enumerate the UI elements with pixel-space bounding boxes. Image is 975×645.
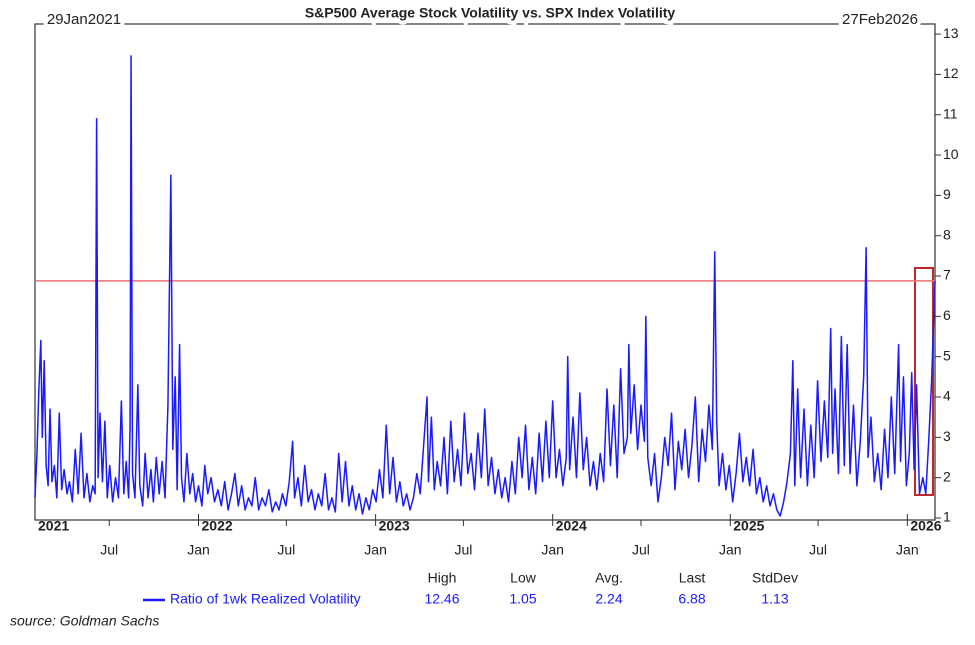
year-label: 2025 xyxy=(733,518,764,534)
y-tick-label: 5 xyxy=(943,347,951,363)
x-tick-label: Jul xyxy=(100,542,118,558)
stat-header: Last xyxy=(679,570,706,586)
y-tick-label: 8 xyxy=(943,226,951,242)
y-tick-label: 3 xyxy=(943,428,951,444)
y-tick-label: 4 xyxy=(943,388,951,404)
x-tick-label: Jan xyxy=(364,542,387,558)
stat-header: Avg. xyxy=(595,570,623,586)
x-tick-label: Jul xyxy=(277,542,295,558)
stat-value: 12.46 xyxy=(424,591,459,607)
stat-header: StdDev xyxy=(752,570,798,586)
x-tick-label: Jul xyxy=(454,542,472,558)
legend-label: Ratio of 1wk Realized Volatility xyxy=(170,591,361,607)
y-tick-label: 1 xyxy=(943,509,951,525)
y-tick-label: 11 xyxy=(943,105,958,121)
stat-header: High xyxy=(428,570,457,586)
y-tick-label: 7 xyxy=(943,267,951,283)
year-label: 2023 xyxy=(379,518,410,534)
year-label: 2024 xyxy=(556,518,587,534)
source-note: source: Goldman Sachs xyxy=(10,613,159,629)
x-tick-label: Jan xyxy=(187,542,210,558)
y-tick-label: 13 xyxy=(943,25,959,41)
x-tick-label: Jan xyxy=(541,542,564,558)
stat-header: Low xyxy=(510,570,537,586)
year-label: 2026 xyxy=(910,518,941,534)
stat-value: 2.24 xyxy=(595,591,622,607)
stat-value: 1.13 xyxy=(761,591,788,607)
end-date-label: 27Feb2026 xyxy=(842,11,918,28)
y-tick-label: 10 xyxy=(943,146,959,162)
year-label: 2021 xyxy=(38,518,69,534)
highlight-box xyxy=(914,267,934,496)
plot-frame xyxy=(34,23,936,521)
y-tick-label: 2 xyxy=(943,468,951,484)
y-tick-label: 9 xyxy=(943,186,951,202)
series-line xyxy=(34,55,936,517)
stat-value: 1.05 xyxy=(509,591,536,607)
x-tick-label: Jul xyxy=(809,542,827,558)
chart-title: S&P500 Average Stock Volatility vs. SPX … xyxy=(305,5,676,21)
x-tick-label: Jul xyxy=(632,542,650,558)
year-label: 2022 xyxy=(202,518,233,534)
start-date-label: 29Jan2021 xyxy=(47,11,121,28)
stat-value: 6.88 xyxy=(678,591,705,607)
y-tick-label: 6 xyxy=(943,307,951,323)
x-tick-label: Jan xyxy=(896,542,919,558)
x-tick-label: Jan xyxy=(719,542,742,558)
y-tick-label: 12 xyxy=(943,65,959,81)
